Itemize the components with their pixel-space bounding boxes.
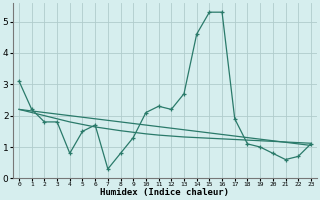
X-axis label: Humidex (Indice chaleur): Humidex (Indice chaleur) <box>100 188 229 197</box>
